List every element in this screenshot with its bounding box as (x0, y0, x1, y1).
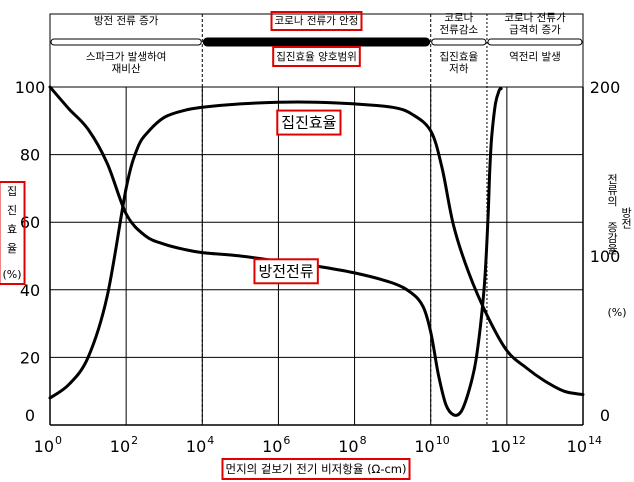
x-tick-exp-2: 4 (207, 434, 214, 447)
region-bar-0 (50, 38, 202, 46)
region-bottom-label-2-1: 저하 (449, 62, 469, 75)
y-tick-left-4: 80 (20, 146, 40, 165)
region-top-label-0-0: 방전 전류 증가 (94, 15, 159, 27)
x-tick-1: 10 (110, 437, 130, 456)
y-tick-left-0: 0 (25, 406, 35, 425)
y-right-label-line2: 전류의 (606, 173, 619, 207)
annotation-0: 집진효율 (281, 114, 336, 132)
y-tick-right-0: 0 (600, 406, 610, 425)
x-tick-base-6: 10 (490, 437, 510, 456)
y-tick-right-2: 200 (590, 78, 621, 97)
region-bar-2 (431, 38, 487, 46)
x-tick-4: 10 (338, 437, 358, 456)
y-left-label-highlight (0, 181, 26, 285)
region-top-label-2-0: 코로나 (444, 12, 473, 24)
region-bottom-label-0-1: 재비산 (112, 63, 141, 75)
y-tick-left-5: 100 (15, 78, 46, 97)
region-bottom-label-1-0: 집진효율 양호범위 (276, 50, 357, 63)
y-left-label-char-3: 율 (7, 242, 17, 255)
annotation-highlight-1 (253, 258, 319, 285)
series-lines (48, 85, 585, 417)
y-left-label-unit: (%) (2, 268, 21, 281)
x-tick-5: 10 (414, 437, 434, 456)
region-top-label-highlight-1 (270, 11, 363, 31)
x-tick-base-0: 10 (34, 437, 54, 456)
region-bottom-label-0-0: 스파크가 발생하여 (86, 50, 167, 63)
y-tick-left-3: 60 (20, 213, 40, 232)
region-top-label-3-1: 급격히 증가 (509, 23, 561, 36)
x-tick-2: 10 (186, 437, 206, 456)
grid (50, 87, 583, 425)
x-tick-exp-0: 0 (55, 434, 62, 447)
region-top-label-3-0: 코로나 전류가 (504, 12, 566, 24)
x-tick-base-4: 10 (338, 437, 358, 456)
region-top-label-2-1: 전류감소 (440, 24, 479, 36)
y-right-label-line1: 방전 (620, 207, 633, 229)
annotation-1: 방전전류 (258, 262, 313, 280)
y-tick-right-1: 100 (590, 247, 621, 266)
region-bottom-label-highlight-1 (272, 46, 361, 67)
x-tick-base-7: 10 (567, 437, 587, 456)
annotation-bg-1 (254, 259, 318, 284)
x-tick-base-2: 10 (186, 437, 206, 456)
region-bottom-label-2-0: 집진효율 (440, 51, 479, 63)
x-axis-label-highlight (221, 458, 411, 480)
region-bar-3 (487, 38, 583, 46)
x-tick-0: 10 (34, 437, 54, 456)
series-line-1 (48, 85, 503, 417)
y-right-label-unit: (%) (607, 306, 626, 319)
x-tick-6: 10 (490, 437, 510, 456)
x-tick-exp-1: 2 (131, 434, 138, 447)
annotation-highlight-0 (276, 109, 342, 136)
x-tick-7: 10 (567, 437, 587, 456)
y-right-label-line3: 증감율 (606, 222, 619, 255)
x-tick-exp-7: 14 (588, 434, 602, 447)
y-tick-left-1: 20 (20, 348, 40, 367)
x-tick-exp-4: 8 (360, 434, 367, 447)
x-tick-base-5: 10 (414, 437, 434, 456)
x-tick-exp-6: 12 (512, 434, 526, 447)
x-tick-3: 10 (262, 437, 282, 456)
axes (49, 87, 584, 426)
x-axis-label: 먼지의 겉보기 전기 비저항율 (Ω-cm) (225, 462, 406, 476)
region-band-frame (49, 13, 584, 88)
y-left-label-char-1: 진 (7, 204, 17, 217)
series-line-0 (48, 100, 585, 400)
x-tick-base-1: 10 (110, 437, 130, 456)
x-tick-exp-3: 6 (283, 434, 290, 447)
x-tick-base-3: 10 (262, 437, 282, 456)
x-tick-exp-5: 10 (436, 434, 450, 447)
region-top-label-1-0: 코로나 전류가 안정 (275, 15, 359, 27)
region-bar-1 (202, 37, 431, 47)
annotation-bg-0 (277, 110, 341, 135)
y-left-label-char-2: 효 (7, 223, 17, 236)
y-left-label-char-0: 집 (7, 185, 17, 198)
region-bottom-label-3-0: 역전리 발생 (509, 51, 561, 63)
y-tick-left-2: 40 (20, 281, 40, 300)
